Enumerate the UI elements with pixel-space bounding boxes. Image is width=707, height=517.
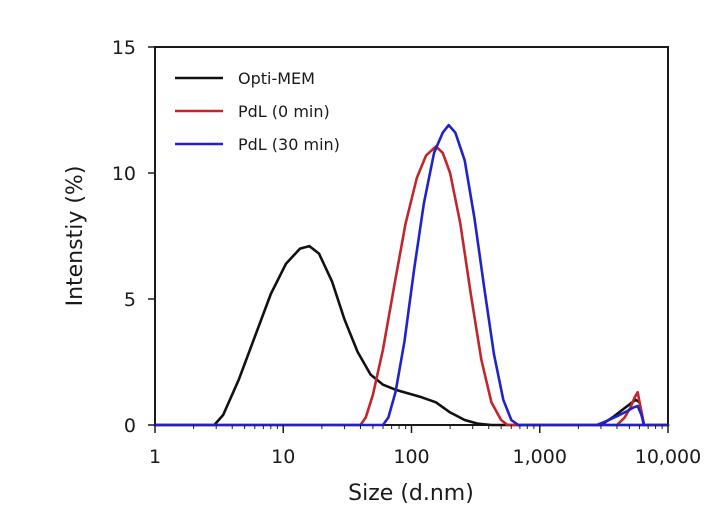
x-tick-label: 1,000 bbox=[513, 446, 567, 468]
plot-frame bbox=[154, 46, 669, 426]
x-tick-label: 100 bbox=[393, 446, 429, 468]
x-tick-label: 10,000 bbox=[635, 446, 701, 468]
y-axis-title: Intenstiy (%) bbox=[63, 166, 88, 307]
series-line-1-secondary-peak bbox=[615, 390, 646, 427]
legend-label: Opti-MEM bbox=[238, 69, 315, 88]
series-line-2 bbox=[153, 123, 670, 427]
legend-label: PdL (0 min) bbox=[238, 102, 330, 121]
series-layer bbox=[153, 123, 670, 427]
y-tick-label: 5 bbox=[124, 289, 136, 311]
y-tick-label: 15 bbox=[112, 37, 136, 59]
x-tick-label: 1 bbox=[149, 446, 161, 468]
legend-label: PdL (30 min) bbox=[238, 135, 340, 154]
x-tick-label: 10 bbox=[271, 446, 295, 468]
legend: Opti-MEM PdL (0 min) PdL (30 min) bbox=[175, 69, 340, 154]
y-tick-label: 10 bbox=[112, 163, 136, 185]
axes-layer: 0 5 10 15 1 10 100 1,000 10,000 bbox=[112, 37, 701, 468]
y-tick-label: 0 bbox=[124, 415, 136, 437]
x-axis-title: Size (d.nm) bbox=[348, 481, 474, 506]
series-line-2-secondary-peak bbox=[595, 404, 646, 427]
series-line-0 bbox=[153, 244, 670, 427]
